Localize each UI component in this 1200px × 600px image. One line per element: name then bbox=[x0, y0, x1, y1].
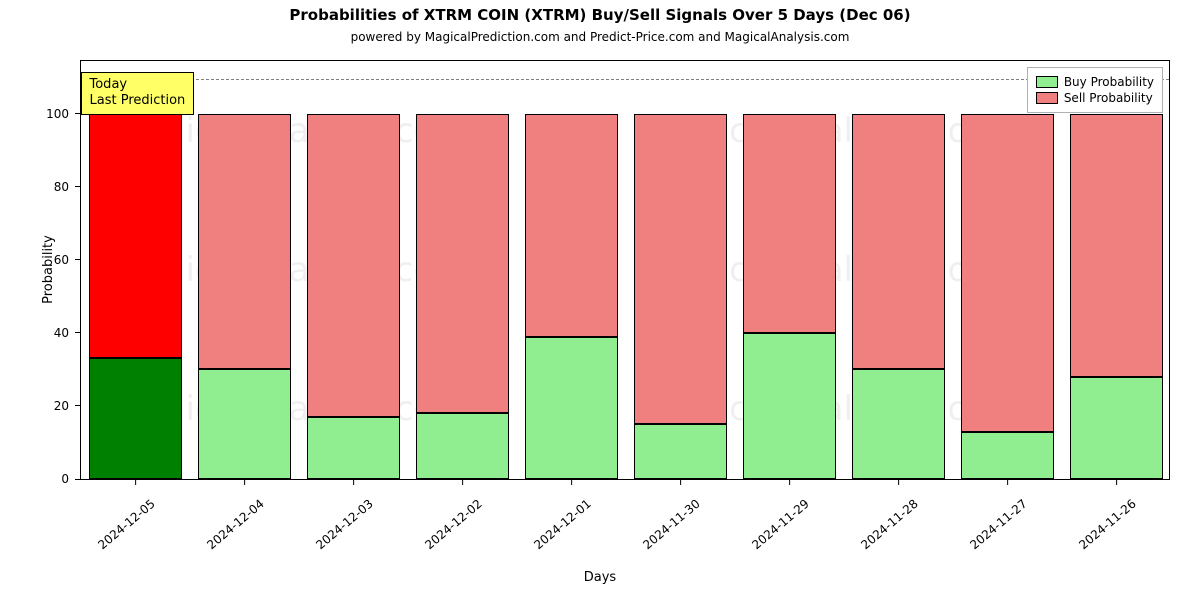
x-tick-label: 2024-12-03 bbox=[313, 497, 375, 553]
y-tick-mark bbox=[75, 186, 81, 187]
legend-swatch bbox=[1036, 76, 1058, 88]
y-tick: 100 bbox=[46, 107, 81, 121]
bar-group bbox=[307, 59, 400, 479]
sell-bar bbox=[1070, 114, 1163, 377]
buy-bar bbox=[525, 337, 618, 479]
legend-label: Buy Probability bbox=[1064, 75, 1154, 89]
y-tick-label: 100 bbox=[46, 107, 73, 121]
x-tick: 2024-12-04 bbox=[210, 479, 280, 503]
legend-swatch bbox=[1036, 92, 1058, 104]
x-tick-mark bbox=[680, 479, 681, 485]
y-tick-label: 20 bbox=[54, 399, 73, 413]
x-tick-label: 2024-11-29 bbox=[749, 497, 811, 553]
x-tick-label: 2024-11-26 bbox=[1076, 497, 1138, 553]
y-tick: 0 bbox=[61, 472, 81, 486]
bar-group bbox=[89, 59, 182, 479]
sell-bar bbox=[89, 114, 182, 359]
sell-bar bbox=[743, 114, 836, 333]
today-annotation: Today Last Prediction bbox=[81, 72, 195, 115]
bar-group bbox=[416, 59, 509, 479]
x-tick: 2024-11-26 bbox=[1082, 479, 1152, 503]
bar-group bbox=[525, 59, 618, 479]
bar-group bbox=[1070, 59, 1163, 479]
x-tick: 2024-12-03 bbox=[319, 479, 389, 503]
y-axis-label: Probability bbox=[41, 235, 56, 304]
legend: Buy Probability Sell Probability bbox=[1027, 67, 1163, 113]
y-tick-mark bbox=[75, 405, 81, 406]
buy-bar bbox=[743, 333, 836, 479]
legend-item: Sell Probability bbox=[1036, 91, 1154, 105]
y-tick-mark bbox=[75, 113, 81, 114]
y-tick-mark bbox=[75, 259, 81, 260]
x-tick: 2024-11-28 bbox=[864, 479, 934, 503]
bar-group bbox=[852, 59, 945, 479]
x-tick-label: 2024-12-05 bbox=[95, 497, 157, 553]
y-tick-mark bbox=[75, 332, 81, 333]
chart-subtitle: powered by MagicalPrediction.com and Pre… bbox=[0, 30, 1200, 44]
sell-bar bbox=[416, 114, 509, 413]
y-tick: 80 bbox=[54, 180, 81, 194]
sell-bar bbox=[852, 114, 945, 370]
x-axis-label: Days bbox=[0, 570, 1200, 585]
y-tick-label: 0 bbox=[61, 472, 73, 486]
legend-label: Sell Probability bbox=[1064, 91, 1153, 105]
x-tick-mark bbox=[789, 479, 790, 485]
x-tick-mark bbox=[462, 479, 463, 485]
buy-bar bbox=[634, 424, 727, 479]
y-tick: 60 bbox=[54, 253, 81, 267]
bar-group bbox=[198, 59, 291, 479]
buy-bar bbox=[416, 413, 509, 479]
y-tick: 20 bbox=[54, 399, 81, 413]
sell-bar bbox=[525, 114, 618, 337]
legend-item: Buy Probability bbox=[1036, 75, 1154, 89]
plot-area: MagicalAnalysis.comMagicalAnalysis.comMa… bbox=[80, 60, 1170, 480]
x-tick: 2024-12-01 bbox=[537, 479, 607, 503]
x-tick: 2024-12-02 bbox=[428, 479, 498, 503]
x-tick-mark bbox=[1007, 479, 1008, 485]
buy-bar bbox=[961, 432, 1054, 479]
x-tick-label: 2024-11-27 bbox=[967, 497, 1029, 553]
bar-container bbox=[81, 61, 1169, 479]
x-tick-label: 2024-11-28 bbox=[858, 497, 920, 553]
x-tick-label: 2024-12-02 bbox=[422, 497, 484, 553]
x-tick-mark bbox=[135, 479, 136, 485]
buy-bar bbox=[307, 417, 400, 479]
figure: Probabilities of XTRM COIN (XTRM) Buy/Se… bbox=[0, 0, 1200, 600]
x-tick: 2024-12-05 bbox=[101, 479, 171, 503]
x-tick-mark bbox=[1116, 479, 1117, 485]
x-tick: 2024-11-30 bbox=[646, 479, 716, 503]
x-tick: 2024-11-27 bbox=[973, 479, 1043, 503]
x-tick-mark bbox=[898, 479, 899, 485]
sell-bar bbox=[961, 114, 1054, 432]
sell-bar bbox=[307, 114, 400, 417]
buy-bar bbox=[198, 369, 291, 479]
sell-bar bbox=[634, 114, 727, 424]
x-tick-label: 2024-11-30 bbox=[640, 497, 702, 553]
bar-group bbox=[634, 59, 727, 479]
y-tick-mark bbox=[75, 479, 81, 480]
y-tick-label: 40 bbox=[54, 326, 73, 340]
chart-title: Probabilities of XTRM COIN (XTRM) Buy/Se… bbox=[0, 6, 1200, 24]
y-tick-label: 60 bbox=[54, 253, 73, 267]
x-tick-mark bbox=[571, 479, 572, 485]
x-tick: 2024-11-29 bbox=[755, 479, 825, 503]
x-tick-label: 2024-12-01 bbox=[531, 497, 593, 553]
bar-group bbox=[743, 59, 836, 479]
buy-bar bbox=[852, 369, 945, 479]
x-tick-mark bbox=[244, 479, 245, 485]
bar-group bbox=[961, 59, 1054, 479]
x-tick-mark bbox=[353, 479, 354, 485]
y-tick: 40 bbox=[54, 326, 81, 340]
buy-bar bbox=[1070, 377, 1163, 479]
buy-bar bbox=[89, 358, 182, 479]
y-tick-label: 80 bbox=[54, 180, 73, 194]
sell-bar bbox=[198, 114, 291, 370]
x-tick-label: 2024-12-04 bbox=[204, 497, 266, 553]
